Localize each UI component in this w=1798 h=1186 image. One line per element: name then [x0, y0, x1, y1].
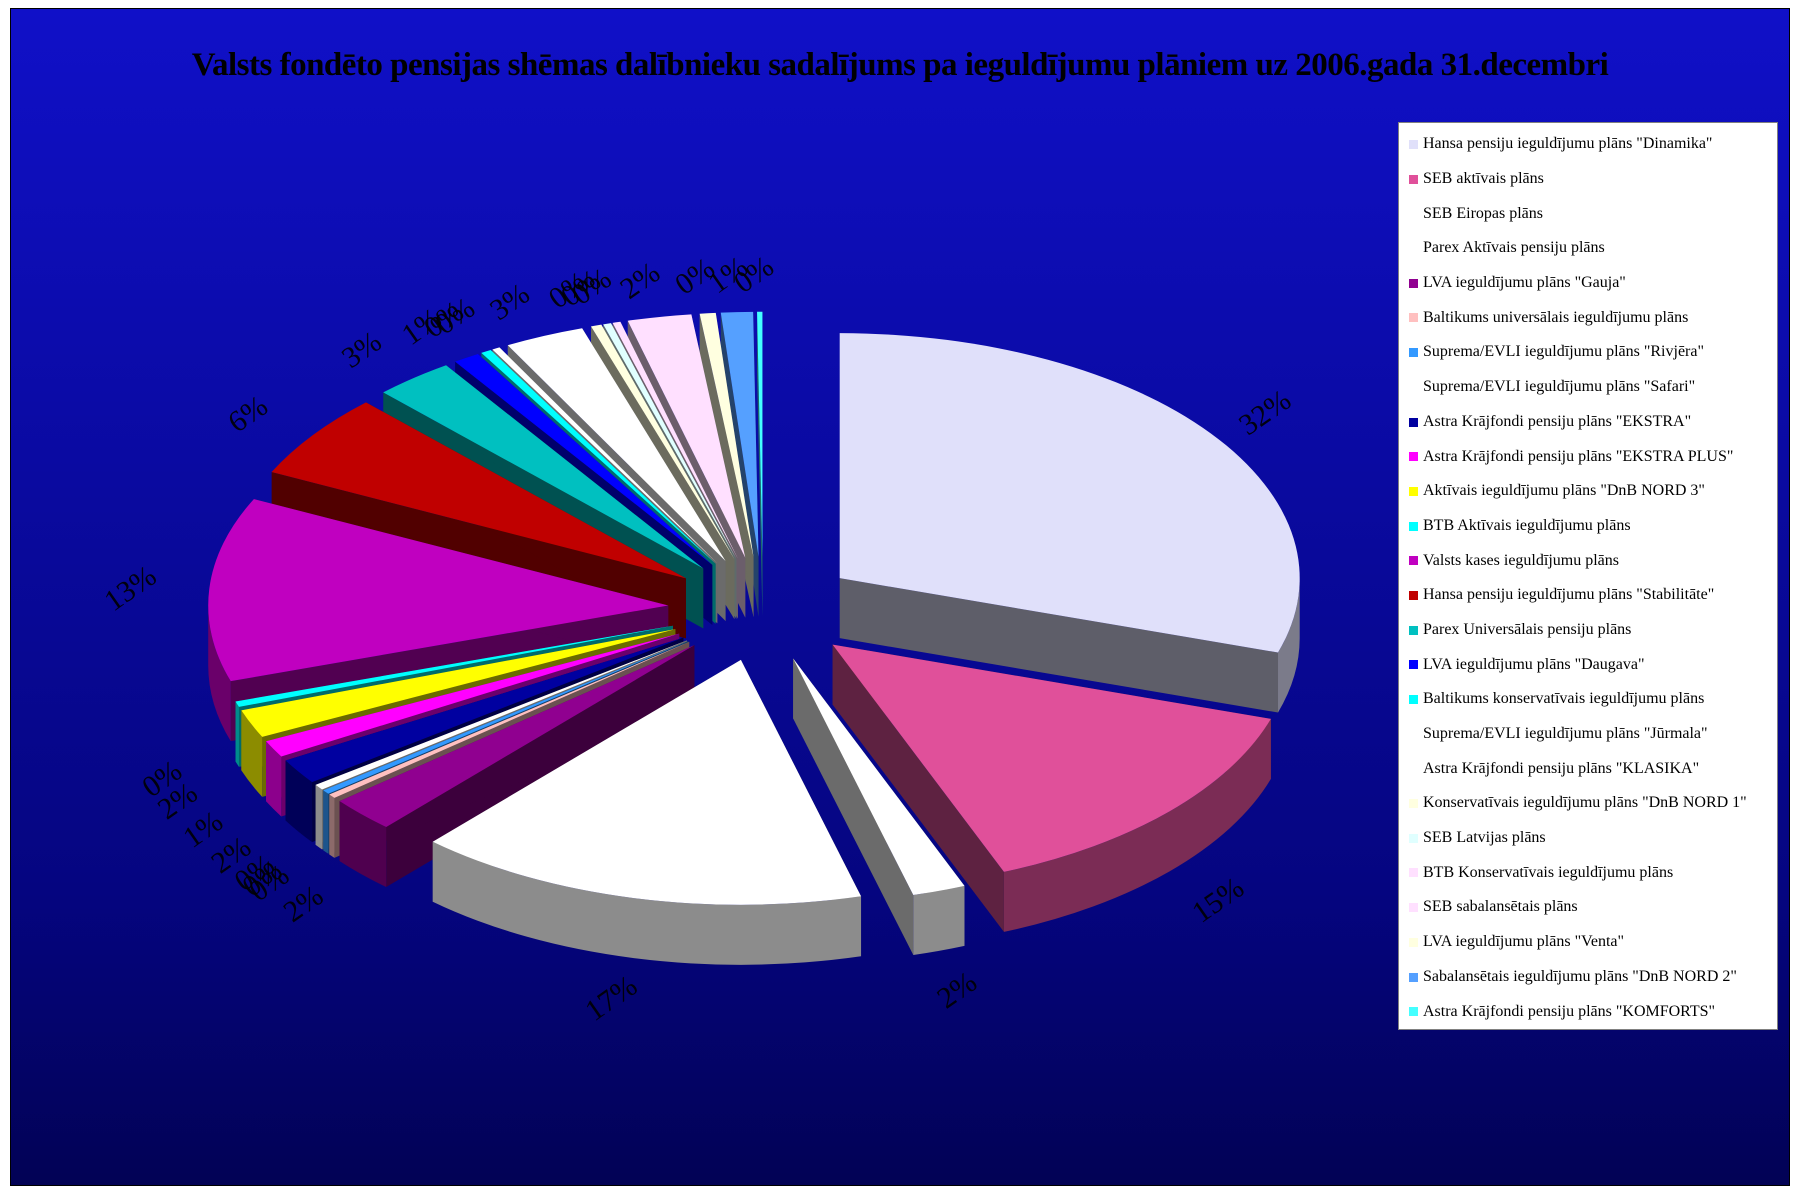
legend-label: Suprema/EVLI ieguldījumu plāns "Jūrmala" — [1423, 725, 1708, 743]
legend-swatch — [1409, 278, 1418, 288]
legend-swatch — [1409, 382, 1418, 392]
legend-label: Hansa pensiju ieguldījumu plāns "Stabili… — [1423, 586, 1715, 604]
legend-swatch — [1409, 486, 1418, 496]
legend-swatch — [1409, 764, 1418, 774]
legend-item: Suprema/EVLI ieguldījumu plāns "Rivjēra" — [1399, 335, 1777, 370]
legend-swatch — [1409, 521, 1418, 531]
legend-swatch — [1409, 1007, 1418, 1017]
legend-item: SEB sabalansētais plāns — [1399, 890, 1777, 925]
pie-slice — [432, 659, 862, 965]
legend-item: Valsts kases ieguldījumu plāns — [1399, 543, 1777, 578]
legend-item: Astra Krājfondi pensiju plāns "EKSTRA" — [1399, 405, 1777, 440]
legend-swatch — [1409, 903, 1418, 913]
legend-label: SEB aktīvais plāns — [1423, 170, 1544, 188]
legend-item: Aktīvais ieguldījumu plāns "DnB NORD 3" — [1399, 474, 1777, 509]
legend-label: Astra Krājfondi pensiju plāns "EKSTRA" — [1423, 412, 1692, 430]
legend-label: Astra Krājfondi pensiju plāns "KOMFORTS" — [1423, 1002, 1716, 1020]
legend-item: SEB aktīvais plāns — [1399, 162, 1777, 197]
legend-label: Astra Krājfondi pensiju plāns "KLASIKA" — [1423, 759, 1700, 777]
legend-item: Konservatīvais ieguldījumu plāns "DnB NO… — [1399, 786, 1777, 821]
pie-slice-label: 6% — [222, 389, 274, 439]
legend-label: Astra Krājfondi pensiju plāns "EKSTRA PL… — [1423, 447, 1734, 465]
legend-label: Parex Universālais pensiju plāns — [1423, 620, 1632, 638]
legend-label: BTB Konservatīvais ieguldījumu plāns — [1423, 863, 1674, 881]
legend-label: Baltikums konservatīvais ieguldījumu plā… — [1423, 690, 1705, 708]
legend-label: Sabalansētais ieguldījumu plāns "DnB NOR… — [1423, 967, 1737, 985]
chart-title: Valsts fondēto pensijas shēmas dalībniek… — [191, 47, 1609, 83]
legend-item: Suprema/EVLI ieguldījumu plāns "Jūrmala" — [1399, 717, 1777, 752]
legend-label: LVA ieguldījumu plāns "Venta" — [1423, 933, 1625, 951]
legend-label: Suprema/EVLI ieguldījumu plāns "Safari" — [1423, 378, 1696, 396]
legend-swatch — [1409, 313, 1418, 323]
legend-swatch — [1409, 972, 1418, 982]
legend-item: Astra Krājfondi pensiju plāns "KOMFORTS" — [1399, 994, 1777, 1029]
legend-item: Hansa pensiju ieguldījumu plāns "Dinamik… — [1399, 127, 1777, 162]
legend-item: Astra Krājfondi pensiju plāns "EKSTRA PL… — [1399, 439, 1777, 474]
legend-swatch — [1409, 348, 1418, 358]
legend-swatch — [1409, 729, 1418, 739]
legend-item: SEB Eiropas plāns — [1399, 196, 1777, 231]
legend-item: LVA ieguldījumu plāns "Gauja" — [1399, 266, 1777, 301]
legend-swatch — [1409, 174, 1418, 184]
legend-swatch — [1409, 937, 1418, 947]
chart-area: Valsts fondēto pensijas shēmas dalībniek… — [10, 8, 1790, 1186]
legend-item: Suprema/EVLI ieguldījumu plāns "Safari" — [1399, 370, 1777, 405]
legend-item: Hansa pensiju ieguldījumu plāns "Stabili… — [1399, 578, 1777, 613]
legend-label: SEB Eiropas plāns — [1423, 204, 1543, 222]
pie-slice — [832, 644, 1271, 932]
legend-swatch — [1409, 833, 1418, 843]
legend-swatch — [1409, 590, 1418, 600]
legend-label: Konservatīvais ieguldījumu plāns "DnB NO… — [1423, 794, 1747, 812]
legend-label: Parex Aktīvais pensiju plāns — [1423, 239, 1605, 257]
legend-label: Aktīvais ieguldījumu plāns "DnB NORD 3" — [1423, 482, 1705, 500]
legend-swatch — [1409, 868, 1418, 878]
pie-slice-label: 3% — [336, 325, 388, 375]
legend-label: LVA ieguldījumu plāns "Gauja" — [1423, 274, 1626, 292]
legend-swatch — [1409, 417, 1418, 427]
legend-swatch — [1409, 660, 1418, 670]
legend-swatch — [1409, 799, 1418, 809]
pie-chart: 32%15%2%17%2%0%0%0%2%1%2%0%13%6%3% 1%0%0%… — [98, 250, 1300, 1028]
legend-swatch — [1409, 452, 1418, 462]
legend-swatch — [1409, 625, 1418, 635]
legend-item: Sabalansētais ieguldījumu plāns "DnB NOR… — [1399, 960, 1777, 995]
legend-label: Valsts kases ieguldījumu plāns — [1423, 551, 1619, 569]
legend-swatch — [1409, 556, 1418, 566]
legend-item: Baltikums universālais ieguldījumu plāns — [1399, 300, 1777, 335]
legend-item: Baltikums konservatīvais ieguldījumu plā… — [1399, 682, 1777, 717]
legend-item: BTB Aktīvais ieguldījumu plāns — [1399, 509, 1777, 544]
legend-label: Baltikums universālais ieguldījumu plāns — [1423, 308, 1689, 326]
pie-slice — [757, 311, 763, 617]
legend-label: SEB Latvijas plāns — [1423, 829, 1546, 847]
pie-slice — [839, 333, 1300, 713]
legend-swatch — [1409, 209, 1418, 219]
pie-slice-label: 3% — [484, 277, 536, 327]
legend: Hansa pensiju ieguldījumu plāns "Dinamik… — [1398, 122, 1778, 1030]
legend-item: Parex Aktīvais pensiju plāns — [1399, 231, 1777, 266]
pie-slice — [793, 658, 965, 956]
legend-swatch — [1409, 244, 1418, 254]
legend-item: Astra Krājfondi pensiju plāns "KLASIKA" — [1399, 751, 1777, 786]
legend-label: Hansa pensiju ieguldījumu plāns "Dinamik… — [1423, 135, 1713, 153]
legend-swatch — [1409, 695, 1418, 704]
legend-label: BTB Aktīvais ieguldījumu plāns — [1423, 516, 1631, 534]
pie-slice-label: 2% — [931, 965, 983, 1015]
pie-slice-label: 17% — [579, 969, 643, 1028]
pie-slice-label: 13% — [98, 559, 162, 618]
legend-label: SEB sabalansētais plāns — [1423, 898, 1578, 916]
legend-item: Parex Universālais pensiju plāns — [1399, 613, 1777, 648]
pie-slice-label: 15% — [1186, 871, 1250, 930]
legend-item: LVA ieguldījumu plāns "Daugava" — [1399, 647, 1777, 682]
legend-label: Suprema/EVLI ieguldījumu plāns "Rivjēra" — [1423, 343, 1705, 361]
legend-item: BTB Konservatīvais ieguldījumu plāns — [1399, 855, 1777, 890]
pie-slice-label: 2% — [614, 256, 666, 306]
legend-item: SEB Latvijas plāns — [1399, 821, 1777, 856]
legend-item: LVA ieguldījumu plāns "Venta" — [1399, 925, 1777, 960]
legend-swatch — [1409, 140, 1418, 149]
pie-slice-label: 32% — [1233, 383, 1297, 442]
legend-label: LVA ieguldījumu plāns "Daugava" — [1423, 655, 1645, 673]
